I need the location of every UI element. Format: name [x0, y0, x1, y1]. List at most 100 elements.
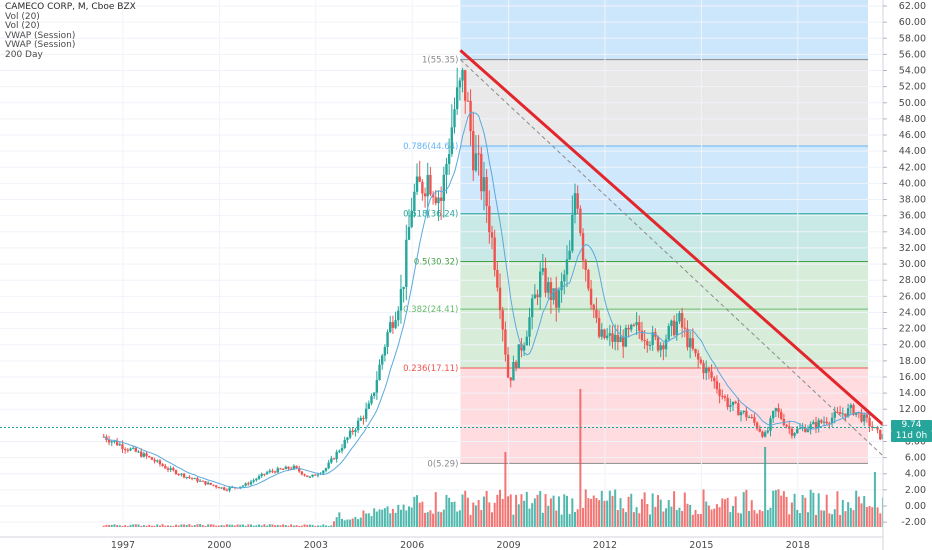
volume-bar [868, 506, 871, 527]
candle-body [161, 464, 164, 466]
volume-bar [118, 525, 121, 527]
candle-body [715, 381, 719, 390]
volume-bar [263, 524, 266, 527]
candle-body [742, 410, 745, 413]
volume-bar [421, 501, 424, 527]
legend-200-day[interactable]: 200 Day [5, 49, 43, 60]
candle-body [745, 410, 748, 418]
candle-body [397, 310, 400, 321]
volume-bar [512, 514, 515, 527]
price-tick-label: 24.00 [899, 307, 926, 318]
volume-bar [284, 524, 287, 527]
volume-bar [394, 512, 397, 527]
volume-bar [196, 524, 199, 527]
volume-bar [490, 512, 493, 527]
fib-zone-2 [460, 213, 868, 262]
candle-body [148, 456, 151, 458]
candle-body [552, 288, 555, 300]
fib-level-label: 0.236(17.11) [403, 364, 458, 374]
volume-bar [547, 505, 550, 527]
volume-bar [857, 496, 860, 527]
time-tick-label: 2006 [400, 540, 424, 550]
volume-bar [164, 525, 167, 527]
candle-body [571, 215, 574, 251]
candle-body [177, 474, 180, 476]
volume-bar [466, 497, 469, 527]
legend-vwap-1[interactable]: VWAP (Session) [5, 30, 76, 41]
volume-bar [191, 525, 194, 527]
candle-body [838, 412, 842, 415]
volume-bar [603, 500, 606, 527]
candle-body [643, 339, 646, 342]
candle-body [367, 403, 371, 409]
volume-bar [549, 498, 552, 527]
candle-body [538, 271, 542, 298]
candle-body [156, 460, 159, 462]
candle-body [785, 425, 788, 427]
candle-body [297, 468, 301, 472]
volume-bar [391, 508, 394, 527]
candle-body [383, 346, 387, 356]
legend-symbol[interactable]: CAMECO CORP, M, Cboe BZX [5, 2, 136, 12]
volume-bar [474, 505, 477, 527]
candle-body [474, 153, 478, 171]
volume-bar [804, 497, 807, 527]
volume-bar [142, 525, 145, 527]
candle-body [249, 481, 253, 485]
volume-bar [855, 490, 858, 527]
candle-body [713, 377, 716, 382]
candle-body [426, 174, 429, 197]
volume-bar [777, 489, 780, 527]
volume-bar [349, 519, 352, 527]
volume-bar [175, 524, 178, 527]
price-tick-label: 46.00 [899, 130, 926, 141]
fib-level-label: 0.382(24.41) [403, 305, 458, 315]
volume-bar [788, 514, 791, 527]
candle-body [220, 487, 223, 489]
candle-body [830, 417, 834, 424]
volume-bar [718, 507, 721, 527]
candle-body [817, 420, 820, 429]
volume-bar [124, 525, 127, 527]
volume-bar [351, 518, 354, 527]
candle-body [852, 404, 855, 415]
volume-bar [432, 513, 435, 527]
candle-body [691, 338, 695, 349]
candle-body [726, 397, 729, 407]
candle-body [493, 237, 496, 271]
volume-bar [343, 520, 346, 527]
candle-body [846, 408, 850, 417]
volume-bar [616, 510, 619, 527]
legend-vol-2[interactable]: Vol (20) [5, 21, 40, 32]
volume-bar [847, 502, 850, 527]
volume-bar [544, 494, 547, 527]
fib-zone-extension [460, 0, 868, 60]
candle-body [335, 451, 338, 460]
volume-bar [383, 508, 386, 527]
fibonacci-labels: 1(55.35) 0.786(44.64) 0.618(36.24) 0.5(30.3… [403, 56, 458, 470]
volume-bar [796, 509, 799, 527]
candle-body [239, 486, 242, 488]
volume-bar [145, 525, 148, 527]
candle-body [287, 466, 290, 469]
volume-bar [193, 525, 196, 527]
volume-bar [643, 492, 646, 527]
candle-body [517, 344, 520, 369]
candle-body [664, 339, 668, 350]
time-axis: 1997 2000 2003 2006 2009 2012 2015 2018 [0, 536, 883, 550]
volume-bar [812, 492, 815, 527]
candle-body [372, 392, 376, 397]
candle-body [327, 462, 330, 469]
volume-bar [839, 514, 842, 527]
legend-vwap-2[interactable]: VWAP (Session) [5, 40, 76, 51]
volume-bar [158, 525, 161, 527]
candle-body [169, 468, 172, 470]
candle-body [402, 286, 405, 290]
volume-bar [657, 495, 660, 527]
legend-vol-1[interactable]: Vol (20) [5, 11, 40, 22]
candle-body [469, 100, 472, 132]
candle-body [110, 441, 113, 443]
candle-body [544, 268, 547, 293]
candle-body [790, 428, 794, 436]
